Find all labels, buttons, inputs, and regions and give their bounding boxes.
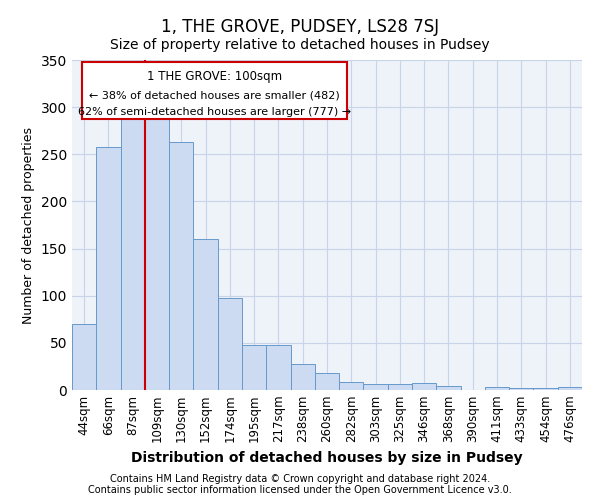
Bar [388,384,412,390]
Text: 1, THE GROVE, PUDSEY, LS28 7SJ: 1, THE GROVE, PUDSEY, LS28 7SJ [161,18,439,36]
Text: Contains public sector information licensed under the Open Government Licence v3: Contains public sector information licen… [88,485,512,495]
Bar [266,344,290,390]
Bar [169,142,193,390]
Bar [72,324,96,390]
Bar [121,112,145,390]
Text: Size of property relative to detached houses in Pudsey: Size of property relative to detached ho… [110,38,490,52]
Bar [290,364,315,390]
Bar [436,386,461,390]
Bar [509,388,533,390]
Text: 62% of semi-detached houses are larger (777) →: 62% of semi-detached houses are larger (… [78,108,352,118]
Bar [242,344,266,390]
Bar [364,384,388,390]
Bar [339,382,364,390]
Bar [96,146,121,390]
Bar [412,384,436,390]
Bar [533,388,558,390]
Bar [315,373,339,390]
FancyBboxPatch shape [82,62,347,120]
X-axis label: Distribution of detached houses by size in Pudsey: Distribution of detached houses by size … [131,451,523,465]
Bar [558,387,582,390]
Y-axis label: Number of detached properties: Number of detached properties [22,126,35,324]
Text: 1 THE GROVE: 100sqm: 1 THE GROVE: 100sqm [147,70,283,82]
Text: Contains HM Land Registry data © Crown copyright and database right 2024.: Contains HM Land Registry data © Crown c… [110,474,490,484]
Bar [193,239,218,390]
Text: ← 38% of detached houses are smaller (482): ← 38% of detached houses are smaller (48… [89,90,340,100]
Bar [218,298,242,390]
Bar [145,112,169,390]
Bar [485,387,509,390]
